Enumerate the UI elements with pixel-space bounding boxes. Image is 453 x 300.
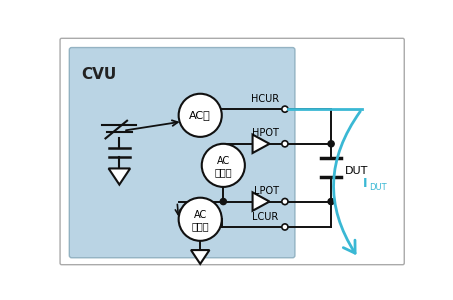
Text: DUT: DUT [345,166,368,176]
Text: DUT: DUT [370,183,387,192]
FancyBboxPatch shape [69,47,295,258]
Polygon shape [253,192,270,211]
Circle shape [220,199,226,205]
Text: AC: AC [193,210,207,220]
Text: CVU: CVU [81,67,116,82]
Text: HCUR: HCUR [251,94,279,104]
Text: AC: AC [217,156,230,166]
Polygon shape [191,250,209,264]
Circle shape [282,106,288,112]
Circle shape [282,199,288,205]
Circle shape [178,94,222,137]
Circle shape [282,141,288,147]
Text: AC源: AC源 [189,110,211,120]
Circle shape [328,141,334,147]
Circle shape [282,224,288,230]
FancyArrowPatch shape [333,111,360,253]
Text: LPOT: LPOT [254,186,279,196]
Text: 电流表: 电流表 [192,221,209,231]
Text: HPOT: HPOT [252,128,279,138]
Polygon shape [109,168,130,184]
Circle shape [202,144,245,187]
Circle shape [328,199,334,205]
Text: LCUR: LCUR [252,212,279,222]
Polygon shape [253,135,270,153]
Text: $\mathbf{I}$: $\mathbf{I}$ [362,177,367,190]
Circle shape [178,198,222,241]
FancyBboxPatch shape [60,38,404,265]
Text: 电压表: 电压表 [214,167,232,177]
